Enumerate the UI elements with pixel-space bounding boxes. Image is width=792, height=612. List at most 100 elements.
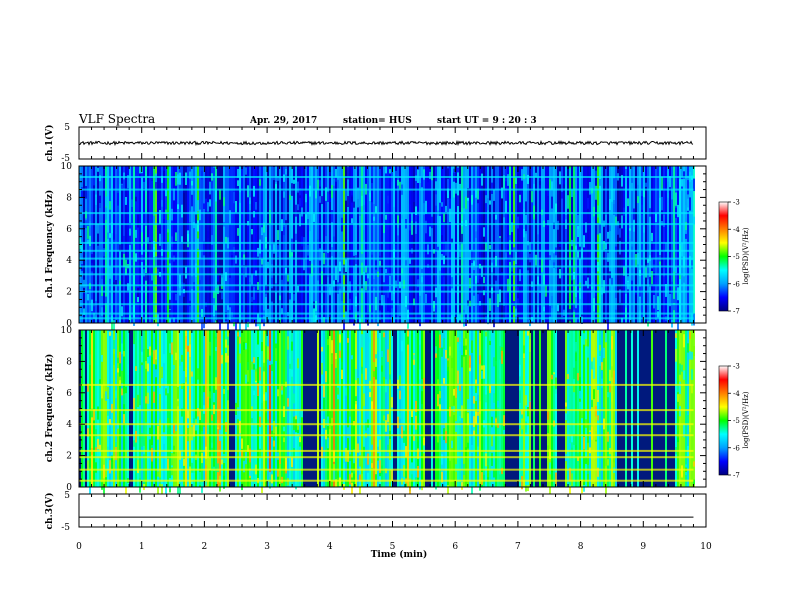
spectrogram-speckle [151, 448, 153, 462]
spectrogram-speckle [363, 393, 365, 407]
spectrogram-speckle [103, 486, 105, 497]
spectrogram-column [575, 330, 577, 487]
spectrogram-column [617, 166, 619, 323]
y-tick-label: 8 [66, 357, 72, 367]
spectrogram-speckle [139, 468, 141, 479]
spectrogram-speckle [683, 171, 685, 179]
spectrogram-column [509, 330, 511, 487]
spectrogram-speckle [337, 282, 339, 294]
spectrogram-column [329, 330, 331, 487]
spectrogram-column [539, 330, 541, 487]
x-tick-label: 2 [202, 542, 208, 552]
spectrogram-speckle [331, 340, 333, 354]
spectrogram-column [413, 330, 415, 487]
spectrogram-speckle [135, 366, 137, 371]
spectrogram-speckle [193, 418, 195, 425]
spectrogram-speckle [403, 256, 405, 266]
spectrogram-speckle [399, 375, 401, 387]
spectrogram-speckle [389, 460, 391, 471]
spectrogram-speckle [215, 377, 217, 390]
spectrogram-speckle [275, 283, 277, 293]
spectrogram-column [177, 330, 179, 487]
spectrogram-speckle [577, 251, 579, 258]
spectrogram-speckle [481, 246, 483, 260]
spectrogram-speckle [415, 400, 417, 413]
spectrogram-speckle [215, 336, 217, 348]
spectrogram-column [597, 166, 599, 323]
spectrogram-speckle [495, 256, 497, 267]
spectrogram-speckle [469, 277, 471, 289]
spectrogram-speckle [449, 188, 451, 199]
spectrogram-speckle [467, 188, 469, 198]
spectrogram-speckle [175, 416, 177, 427]
spectrogram-speckle [185, 172, 187, 185]
spectrogram-speckle [113, 282, 115, 294]
spectrogram-speckle [377, 317, 379, 327]
spectrogram-speckle [189, 210, 191, 223]
spectrogram-speckle [351, 355, 353, 360]
spectrogram-column [423, 330, 425, 487]
spectrogram-speckle [677, 394, 679, 402]
spectrogram-speckle [137, 297, 139, 302]
spectrogram-column [229, 330, 231, 487]
spectrogram-speckle [337, 387, 339, 395]
spectrogram-speckle [261, 227, 263, 236]
spectrogram-speckle [437, 435, 439, 443]
spectrogram-speckle [483, 290, 485, 296]
spectrogram-column [667, 166, 669, 323]
spectrogram-speckle [197, 449, 199, 457]
spectrogram-speckle [493, 259, 495, 266]
spectrogram-speckle [251, 274, 253, 285]
spectrogram-speckle [395, 280, 397, 288]
spectrogram-speckle [287, 478, 289, 486]
spectrogram-column [461, 166, 463, 323]
spectrogram-speckle [139, 166, 141, 174]
spectrogram-speckle [341, 290, 343, 302]
spectrogram-speckle [347, 250, 349, 259]
spectrogram-speckle [245, 343, 247, 350]
spectrogram-column [421, 166, 423, 323]
spectrogram-speckle [267, 346, 269, 360]
spectrogram-speckle [377, 266, 379, 272]
spectrogram-speckle [259, 179, 261, 186]
spectrogram-column [325, 166, 327, 323]
spectrogram-column [493, 166, 495, 323]
spectrogram-speckle [289, 376, 291, 382]
spectrogram-column [151, 330, 153, 487]
spectrogram-speckle [515, 177, 517, 184]
spectrogram-speckle [479, 355, 481, 365]
spectrogram-speckle [145, 422, 147, 435]
spectrogram-speckle [555, 203, 557, 214]
spectrogram-speckle [687, 415, 689, 425]
spectrogram-speckle [437, 379, 439, 385]
spectrogram-column [493, 330, 495, 487]
spectrogram-speckle [293, 448, 295, 458]
spectrogram-speckle [251, 229, 253, 235]
spectrogram-column [643, 330, 645, 487]
spectrogram-speckle [623, 212, 625, 224]
spectrogram-speckle [287, 336, 289, 350]
spectrogram-speckle [143, 269, 145, 277]
spectrogram-column [431, 166, 433, 323]
spectrogram-speckle [457, 167, 459, 173]
spectrogram-column [135, 166, 137, 323]
spectrogram-column [357, 166, 359, 323]
spectrogram-column [247, 330, 249, 487]
spectrogram-speckle [127, 283, 129, 291]
spectrogram-speckle [563, 211, 565, 222]
spectrogram-speckle [491, 416, 493, 428]
spectrogram-speckle [453, 168, 455, 174]
spectrogram-speckle [169, 258, 171, 264]
spectrogram-speckle [391, 291, 393, 301]
spectrogram-speckle [467, 413, 469, 426]
spectrogram-column [185, 166, 187, 323]
spectrogram-column [457, 166, 459, 323]
spectrogram-speckle [189, 389, 191, 400]
spectrogram-speckle [619, 289, 621, 303]
spectrogram-speckle [89, 235, 91, 247]
spectrogram-speckle [377, 337, 379, 352]
spectrogram-speckle [147, 237, 149, 243]
spectrogram-column [271, 166, 273, 323]
spectrogram-speckle [199, 209, 201, 221]
spectrogram-column [147, 330, 149, 487]
